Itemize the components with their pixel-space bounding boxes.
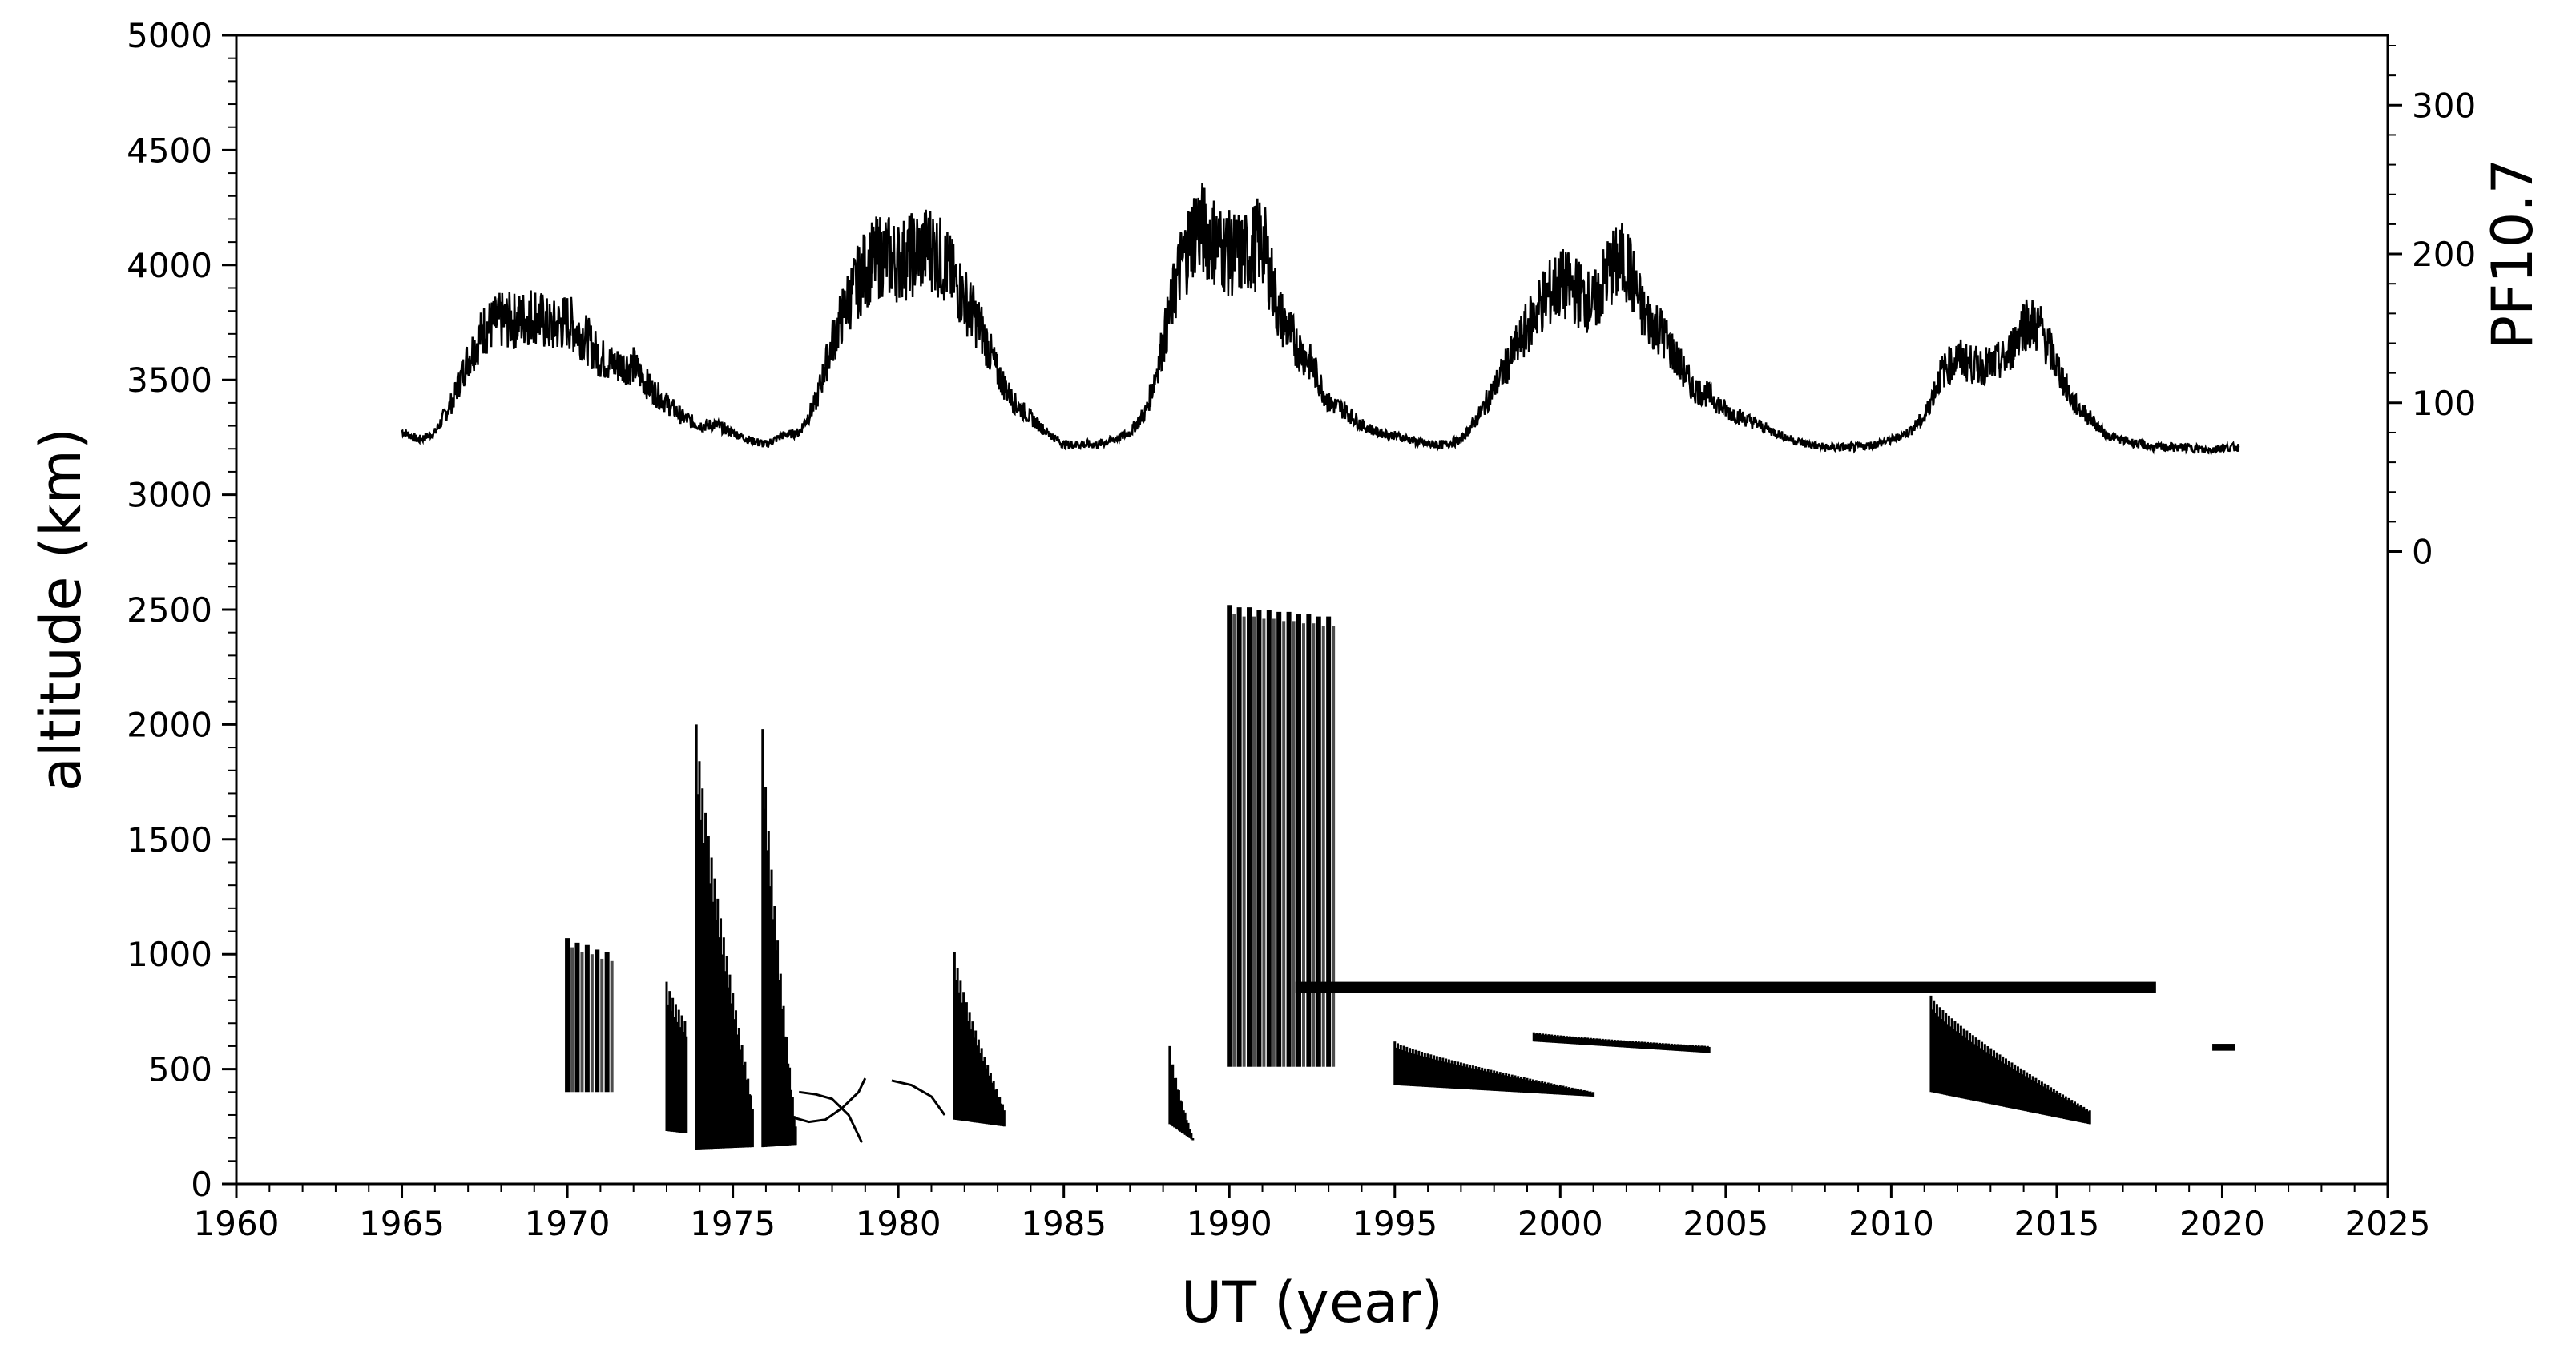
altitude-segment <box>792 1078 865 1122</box>
altitude-bar <box>591 954 594 1092</box>
altitude-segment <box>1170 1046 1193 1141</box>
x-tick-label: 2000 <box>1518 1204 1603 1243</box>
x-tick-label: 2010 <box>1848 1204 1934 1243</box>
altitude-bar <box>1247 607 1252 1067</box>
altitude-bar <box>565 938 570 1092</box>
altitude-bar <box>595 949 599 1092</box>
altitude-bar <box>1316 617 1321 1067</box>
altitude-segment <box>565 938 614 1092</box>
y2-axis-title: PF10.7 <box>2480 159 2546 349</box>
y2-tick-label: 100 <box>2412 384 2476 423</box>
x-tick-label: 1975 <box>690 1204 776 1243</box>
altitude-bar <box>574 943 579 1092</box>
y-tick-label: 3000 <box>127 476 212 515</box>
pf107-series-line <box>402 183 2239 453</box>
x-axis-ticks: 1960 1965 1970 1975 1980 1985 1990 1995 2000 2005… <box>194 1184 2431 1243</box>
y2-axis-ticks: 0 100 200 300 <box>2388 46 2476 572</box>
altitude-segment <box>2212 1044 2235 1051</box>
y-tick-label: 2500 <box>127 590 212 630</box>
altitude-bar <box>570 948 574 1093</box>
altitude-bar <box>585 945 590 1093</box>
altitude-bar <box>1306 614 1311 1067</box>
altitude-bar <box>1282 621 1285 1066</box>
y-tick-label: 1000 <box>127 935 212 974</box>
altitude-bar <box>611 961 614 1092</box>
y-tick-label: 3500 <box>127 360 212 400</box>
x-axis-title: UT (year) <box>1181 1270 1443 1335</box>
altitude-bar <box>1287 612 1292 1067</box>
altitude-segment <box>763 729 796 1147</box>
x-tick-label: 1960 <box>194 1204 280 1243</box>
altitude-segment <box>892 1081 945 1115</box>
x-tick-label: 1965 <box>359 1204 445 1243</box>
x-tick-label: 2015 <box>2014 1204 2099 1243</box>
y2-tick-label: 200 <box>2412 235 2476 274</box>
x-tick-label: 1990 <box>1187 1204 1272 1243</box>
x-tick-label: 1980 <box>856 1204 941 1243</box>
altitude-bar <box>1256 610 1261 1067</box>
altitude-bar <box>1332 626 1335 1067</box>
y-tick-label: 500 <box>148 1050 212 1089</box>
y-tick-label: 4500 <box>127 131 212 170</box>
y2-tick-label: 300 <box>2412 86 2476 125</box>
x-tick-label: 1995 <box>1352 1204 1437 1243</box>
altitude-segment <box>1395 1041 1594 1097</box>
x-tick-label: 2025 <box>2345 1204 2431 1243</box>
x-tick-label: 2005 <box>1683 1204 1768 1243</box>
altitude-curve <box>792 1078 865 1122</box>
altitude-bar <box>605 952 610 1092</box>
altitude-bar <box>600 959 603 1092</box>
altitude-bar <box>1262 618 1265 1066</box>
altitude-bar <box>1302 623 1305 1067</box>
altitude-bar <box>1272 618 1276 1066</box>
y-tick-label: 5000 <box>127 16 212 55</box>
altitude-bar <box>1292 621 1296 1066</box>
altitude-segment <box>954 952 1004 1126</box>
altitude-bar <box>1243 617 1246 1067</box>
y2-tick-label: 0 <box>2412 533 2433 572</box>
altitude-segment <box>1227 605 1335 1066</box>
y-tick-label: 4000 <box>127 246 212 285</box>
altitude-bar <box>1276 612 1281 1067</box>
altitude-bar <box>1232 614 1236 1067</box>
y-axis-ticks: 0 500 1000 1500 2000 2500 3000 3500 4000 4500 5000 <box>127 16 236 1204</box>
altitude-segment <box>1534 1033 1709 1053</box>
y-tick-label: 0 <box>191 1165 212 1204</box>
altitude-band <box>2212 1044 2235 1051</box>
altitude-segment <box>1931 996 2090 1125</box>
y-axis-title: altitude (km) <box>28 428 94 791</box>
x-tick-label: 2020 <box>2179 1204 2265 1243</box>
altitude-bar <box>1296 614 1301 1067</box>
y-tick-label: 2000 <box>127 705 212 744</box>
altitude-band <box>1296 982 2156 993</box>
altitude-bar <box>1252 617 1256 1067</box>
altitude-curve <box>892 1081 945 1115</box>
altitude-bar <box>1237 607 1242 1067</box>
altitude-bar <box>580 952 583 1092</box>
altitude-bar <box>1326 617 1331 1067</box>
altitude-series <box>565 605 2235 1150</box>
altitude-bar <box>1267 610 1272 1067</box>
altitude-segment <box>667 982 687 1133</box>
altitude-segment <box>1296 982 2156 993</box>
altitude-bar <box>1227 605 1232 1066</box>
altitude-segment <box>696 724 752 1150</box>
x-tick-label: 1970 <box>525 1204 611 1243</box>
altitude-bar <box>1312 623 1315 1067</box>
altitude-bar <box>1322 626 1325 1067</box>
x-tick-label: 1985 <box>1021 1204 1107 1243</box>
y-tick-label: 1500 <box>127 820 212 860</box>
